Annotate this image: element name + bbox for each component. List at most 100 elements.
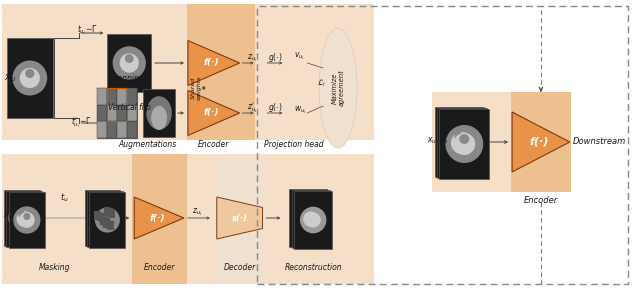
Bar	[143, 89, 175, 137]
Bar	[2, 4, 374, 140]
Bar	[97, 88, 108, 105]
Bar	[187, 4, 255, 140]
Circle shape	[457, 133, 467, 143]
Circle shape	[25, 69, 35, 78]
Circle shape	[11, 205, 38, 233]
Circle shape	[95, 207, 120, 233]
Bar	[214, 154, 266, 284]
Bar	[108, 121, 117, 138]
Bar	[94, 211, 100, 220]
Circle shape	[303, 211, 318, 227]
Circle shape	[8, 204, 35, 232]
Text: Vertical flip: Vertical flip	[108, 103, 150, 112]
Circle shape	[451, 132, 473, 154]
Text: Reconstruction: Reconstruction	[284, 263, 342, 272]
Polygon shape	[188, 41, 239, 86]
Bar	[7, 38, 52, 118]
Bar	[292, 190, 330, 248]
Bar	[9, 192, 45, 248]
Bar	[99, 213, 105, 222]
Text: $z_{u_i}'$: $z_{u_i}'$	[246, 101, 257, 115]
Bar	[97, 212, 102, 221]
Bar	[108, 88, 117, 105]
Bar	[97, 121, 108, 138]
Text: Downstream: Downstream	[573, 137, 626, 147]
Bar	[106, 208, 112, 217]
Circle shape	[90, 205, 115, 231]
Bar	[100, 216, 105, 225]
Bar	[127, 105, 137, 121]
Bar	[435, 107, 484, 177]
Ellipse shape	[151, 106, 167, 130]
Circle shape	[449, 131, 470, 153]
Bar	[117, 121, 127, 138]
Bar	[106, 220, 111, 229]
Text: f(·): f(·)	[149, 213, 165, 223]
Text: $v_{u_i}$: $v_{u_i}$	[294, 50, 305, 62]
Bar	[108, 88, 127, 121]
Bar	[104, 218, 110, 227]
Text: Cropping: Cropping	[110, 74, 145, 83]
Bar	[87, 191, 123, 247]
Text: $g(\cdot)$: $g(\cdot)$	[268, 101, 283, 115]
Circle shape	[120, 53, 139, 73]
Circle shape	[23, 213, 31, 220]
Circle shape	[12, 60, 47, 96]
Text: s(·): s(·)	[232, 213, 248, 223]
Bar	[257, 6, 628, 284]
Circle shape	[300, 207, 326, 233]
Polygon shape	[188, 90, 239, 135]
Text: Encoder: Encoder	[143, 263, 175, 272]
Circle shape	[19, 211, 26, 218]
Text: $w_{u_i}$: $w_{u_i}$	[294, 104, 307, 116]
Circle shape	[298, 206, 324, 232]
Text: Augmentations: Augmentations	[118, 140, 176, 149]
Bar	[127, 88, 137, 105]
Circle shape	[13, 206, 40, 234]
Text: Encoder: Encoder	[198, 140, 230, 149]
Text: Encoder: Encoder	[524, 196, 558, 205]
Bar	[104, 207, 109, 216]
Bar	[108, 105, 117, 121]
Bar	[294, 191, 332, 249]
Text: Shared
weights: Shared weights	[191, 76, 201, 100]
Polygon shape	[134, 197, 184, 239]
Circle shape	[440, 123, 478, 161]
Text: f(·): f(·)	[204, 109, 220, 118]
Circle shape	[17, 211, 32, 227]
Text: Masking: Masking	[39, 263, 70, 272]
Bar	[109, 209, 115, 218]
Circle shape	[19, 212, 35, 228]
Circle shape	[14, 210, 29, 226]
Bar	[132, 154, 187, 284]
Text: Maximize
agreement: Maximize agreement	[332, 70, 344, 106]
Text: $x_u$: $x_u$	[3, 211, 13, 221]
Bar	[117, 105, 127, 121]
Bar	[117, 88, 127, 105]
Bar	[108, 34, 151, 92]
Bar	[90, 192, 125, 248]
Circle shape	[443, 124, 481, 162]
Circle shape	[454, 132, 465, 142]
Ellipse shape	[147, 96, 172, 130]
Circle shape	[453, 133, 476, 155]
Bar	[127, 121, 137, 138]
Bar	[511, 92, 571, 192]
Text: $t_{u_i}\!\sim\!\Gamma$: $t_{u_i}\!\sim\!\Gamma$	[77, 23, 98, 37]
Bar	[102, 217, 108, 226]
Circle shape	[306, 213, 321, 228]
Polygon shape	[217, 197, 262, 239]
Circle shape	[295, 205, 321, 231]
Circle shape	[460, 134, 469, 144]
Text: $\mathcal{L}_i$: $\mathcal{L}_i$	[317, 77, 326, 89]
Circle shape	[20, 68, 40, 88]
Bar	[289, 189, 327, 247]
Text: f(·): f(·)	[204, 58, 220, 67]
Bar	[84, 190, 120, 246]
Circle shape	[92, 206, 117, 232]
Bar	[4, 190, 40, 246]
Text: $x_u$: $x_u$	[4, 72, 16, 84]
Bar	[108, 221, 114, 230]
Bar	[2, 154, 374, 284]
Text: Projection head: Projection head	[264, 140, 323, 149]
